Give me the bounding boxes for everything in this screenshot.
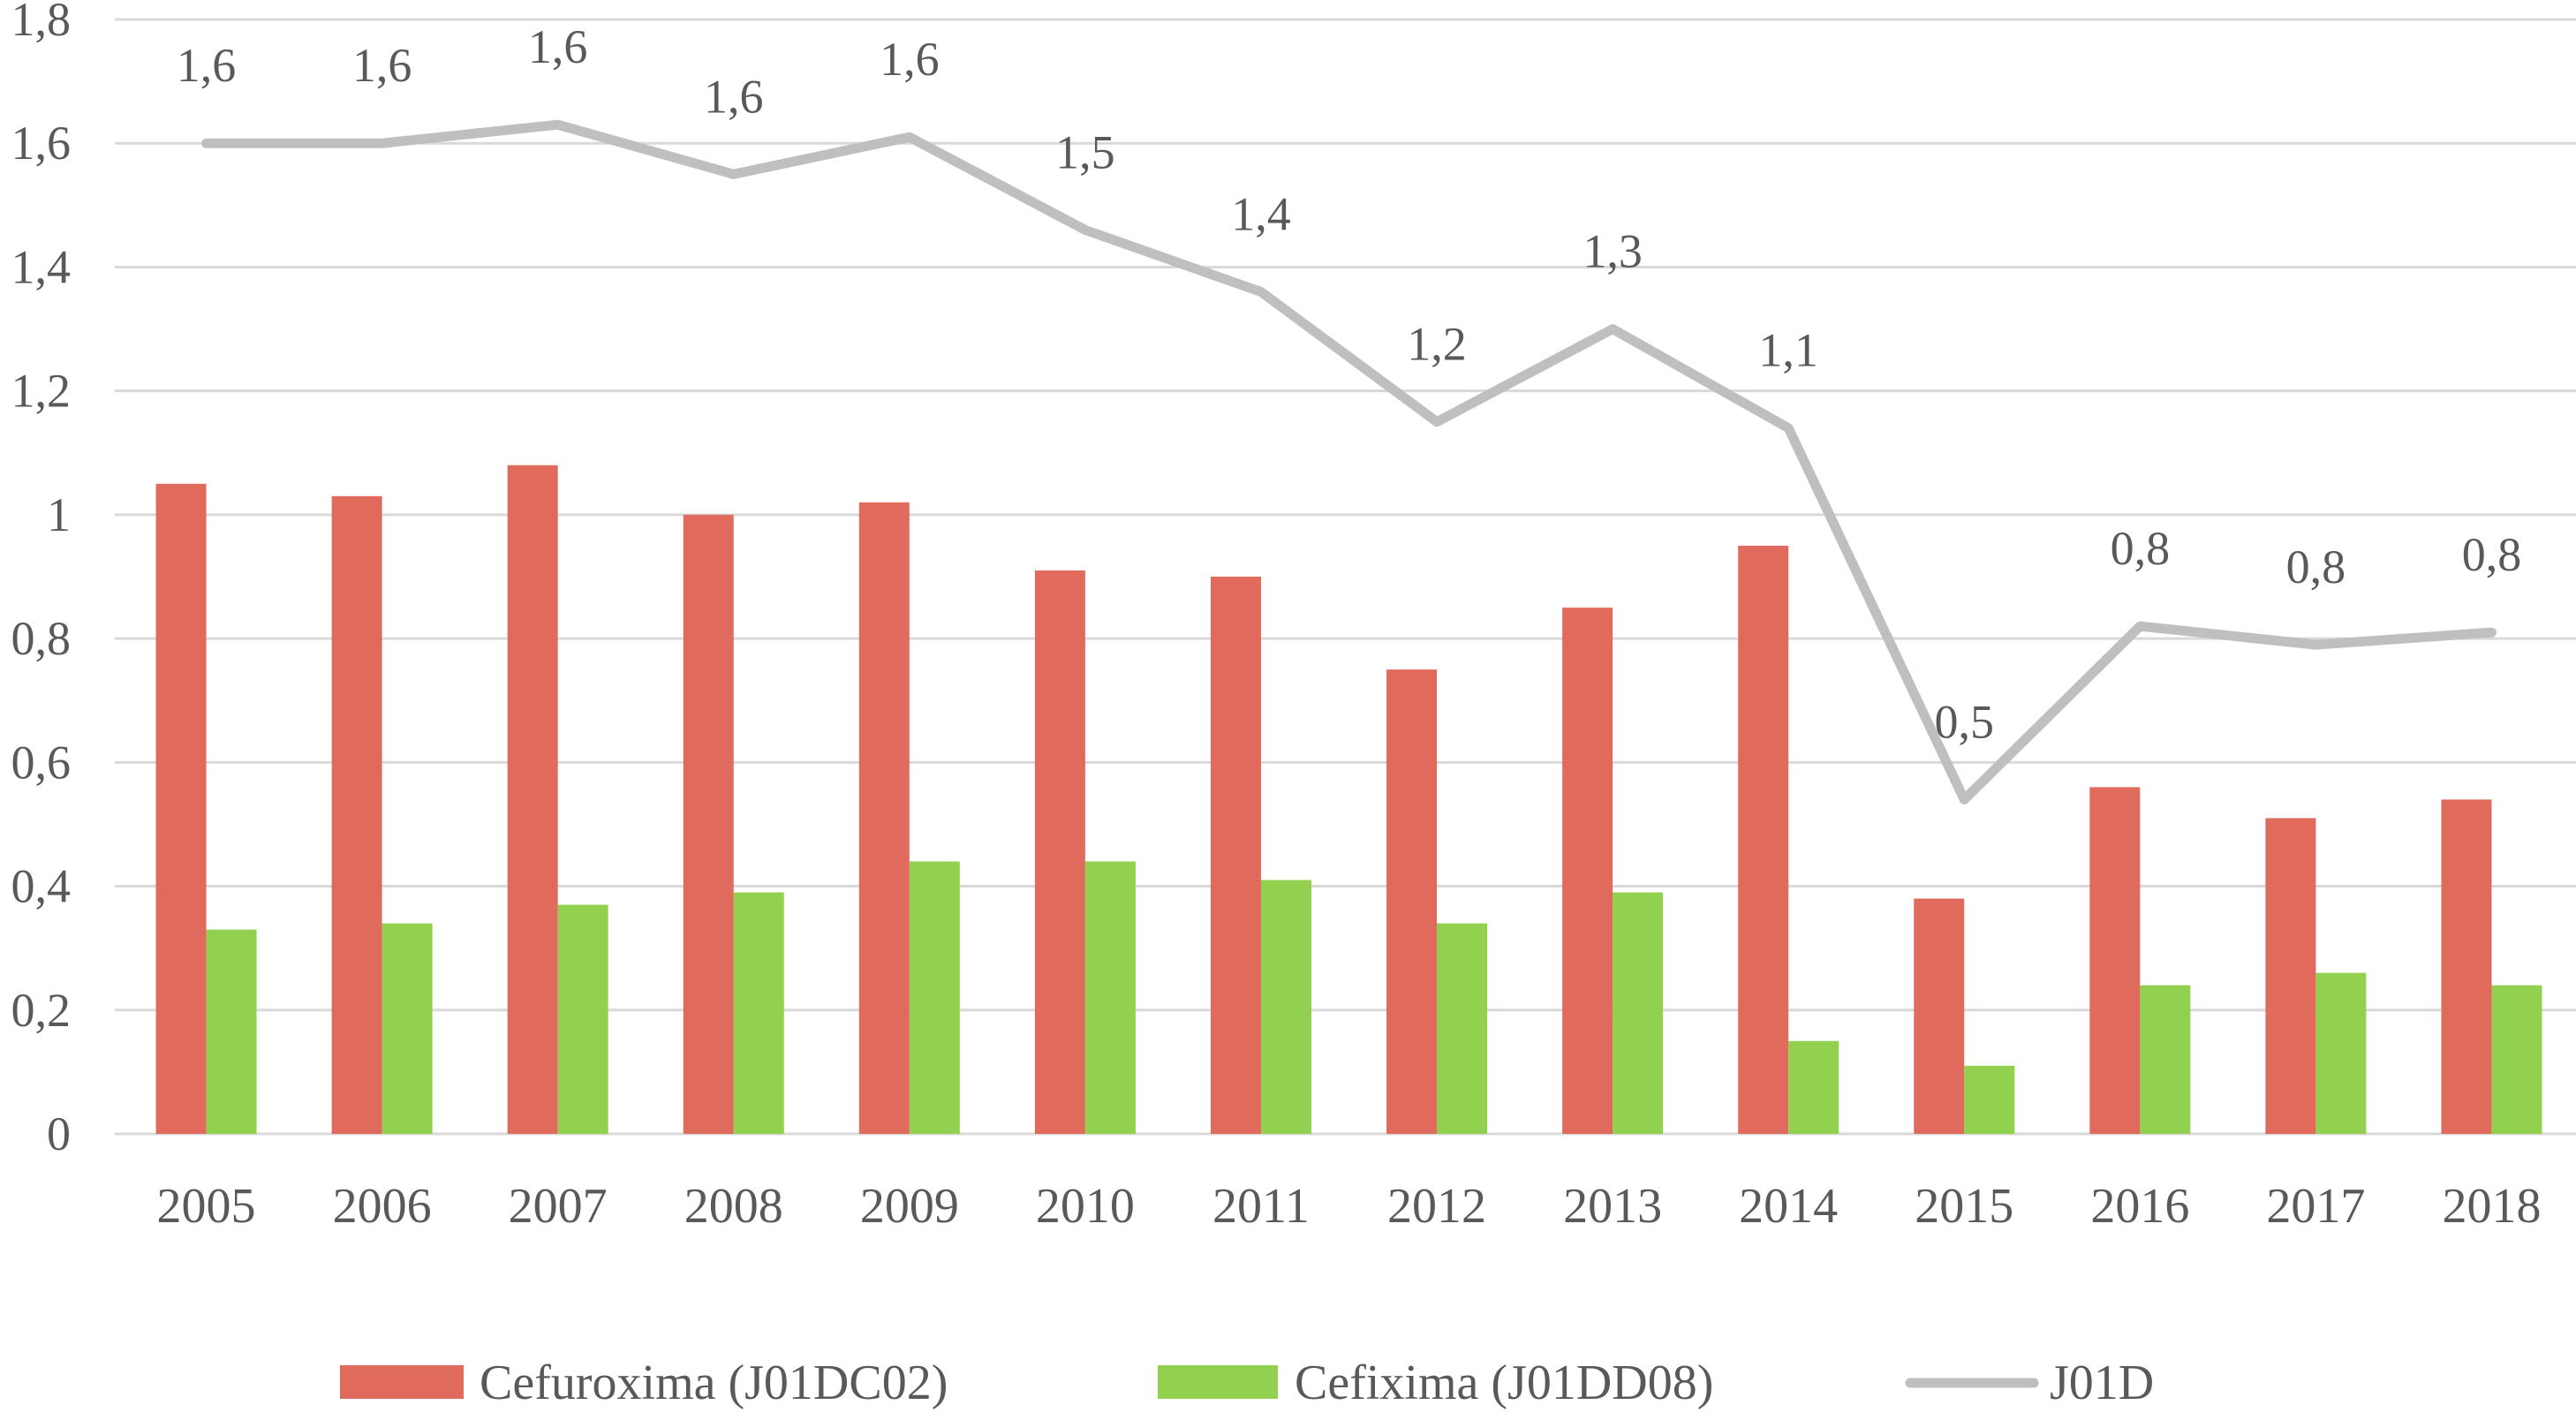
bar-cefuroxima [1738,545,1789,1134]
bar-cefuroxima [507,465,558,1134]
y-tick-label: 1 [47,488,71,541]
data-label-j01d: 0,8 [2286,540,2346,593]
bar-cefixima [2140,985,2191,1134]
x-axis-ticks: 2005 2006 2007 2008 2009 2010 2011 2012 2013 2014… [157,1179,2542,1234]
y-tick-label: 1,4 [11,240,72,293]
x-tick-label: 2006 [333,1179,432,1234]
bar-cefuroxima [1914,898,1965,1134]
bar-cefixima [1437,923,1488,1134]
bar-cefuroxima [2265,818,2316,1134]
y-tick-label: 0,2 [11,984,72,1037]
bar-cefuroxima [1210,577,1261,1134]
legend-label-cefixima: Cefixima (J01DD08) [1295,1356,1713,1410]
line-point [1787,427,1790,429]
bar-cefixima [1788,1040,1839,1134]
y-tick-label: 1,2 [11,365,72,418]
bar-cefuroxima [331,495,382,1134]
line-point [556,124,559,126]
y-tick-label: 0,4 [11,860,72,913]
legend: Cefuroxima (J01DC02) Cefixima (J01DD08) J0… [340,1356,2154,1410]
data-label-j01d: 0,8 [2111,522,2171,575]
x-tick-label: 2012 [1387,1179,1486,1234]
x-tick-label: 2016 [2090,1179,2189,1234]
line-point [2315,644,2317,646]
bar-cefixima [381,923,433,1134]
line-point [1259,291,1262,293]
bar-cefixima [909,861,960,1134]
data-label-j01d: 1,2 [1407,318,1467,371]
data-label-j01d: 1,4 [1231,187,1291,240]
line-point [1436,420,1439,423]
x-tick-label: 2013 [1563,1179,1662,1234]
bar-cefixima [733,892,784,1134]
line-point [908,136,910,139]
bar-cefixima [1964,1065,2015,1134]
legend-label-cefuroxima: Cefuroxima (J01DC02) [480,1356,948,1410]
bar-cefixima [206,929,257,1134]
x-tick-label: 2009 [860,1179,959,1234]
bar-cefixima [557,904,608,1134]
bar-cefuroxima [2441,799,2492,1134]
bar-cefixima [2315,972,2367,1134]
x-tick-label: 2010 [1036,1179,1135,1234]
line-point [1084,229,1086,231]
line-series [201,119,2497,804]
data-label-j01d: 0,5 [1935,695,1995,748]
data-labels: 1,6 1,6 1,6 1,6 1,6 1,5 1,4 1,2 1,3 1,1 0,5 0,8 0,8 0… [177,20,2521,748]
x-tick-label: 2017 [2266,1179,2365,1234]
data-label-j01d: 0,8 [2462,528,2522,581]
bar-cefixima [1084,861,1136,1134]
x-tick-label: 2014 [1739,1179,1838,1234]
line-point [2139,625,2142,628]
line-point [381,142,383,145]
y-tick-label: 0,8 [11,612,72,665]
data-label-j01d: 1,6 [528,20,588,73]
line-point [732,173,735,176]
line-point [1963,798,1966,801]
data-label-j01d: 1,6 [704,70,764,123]
bar-cefixima [1613,892,1664,1134]
bars [155,465,2542,1134]
x-tick-label: 2008 [684,1179,783,1234]
y-axis-ticks: 0 0,2 0,4 0,6 0,8 1 1,2 1,4 1,6 1,8 [11,0,72,1160]
bar-cefixima [2491,985,2542,1134]
bar-cefuroxima [683,514,734,1134]
legend-swatch-cefuroxima [340,1365,464,1399]
y-tick-label: 0,6 [11,736,72,789]
data-label-j01d: 1,1 [1758,324,1818,377]
x-tick-label: 2005 [157,1179,256,1234]
bar-cefuroxima [1562,608,1613,1134]
data-label-j01d: 1,6 [880,33,940,86]
bar-cefuroxima [1386,669,1438,1134]
data-label-j01d: 1,5 [1055,125,1115,178]
bar-cefuroxima [155,483,207,1134]
x-tick-label: 2007 [509,1179,608,1234]
line-point [205,142,208,145]
bar-cefuroxima [858,502,910,1134]
x-tick-label: 2011 [1212,1179,1310,1234]
line-point [1612,328,1614,330]
legend-swatch-cefixima [1158,1365,1278,1399]
x-tick-label: 2015 [1915,1179,2013,1234]
data-label-j01d: 1,3 [1583,225,1643,278]
line-point [2490,631,2493,634]
x-tick-label: 2018 [2442,1179,2541,1234]
data-label-j01d: 1,6 [177,39,237,92]
y-tick-label: 1,8 [11,0,72,46]
bar-cefixima [1260,880,1311,1134]
bar-cefuroxima [2089,787,2141,1134]
line-j01d [201,119,2497,804]
legend-label-j01d: J01D [2050,1356,2154,1410]
data-label-j01d: 1,6 [352,39,412,92]
bar-cefuroxima [1034,570,1085,1134]
y-tick-label: 0 [47,1107,71,1160]
gridlines [115,18,2576,1136]
y-tick-label: 1,6 [11,117,72,170]
